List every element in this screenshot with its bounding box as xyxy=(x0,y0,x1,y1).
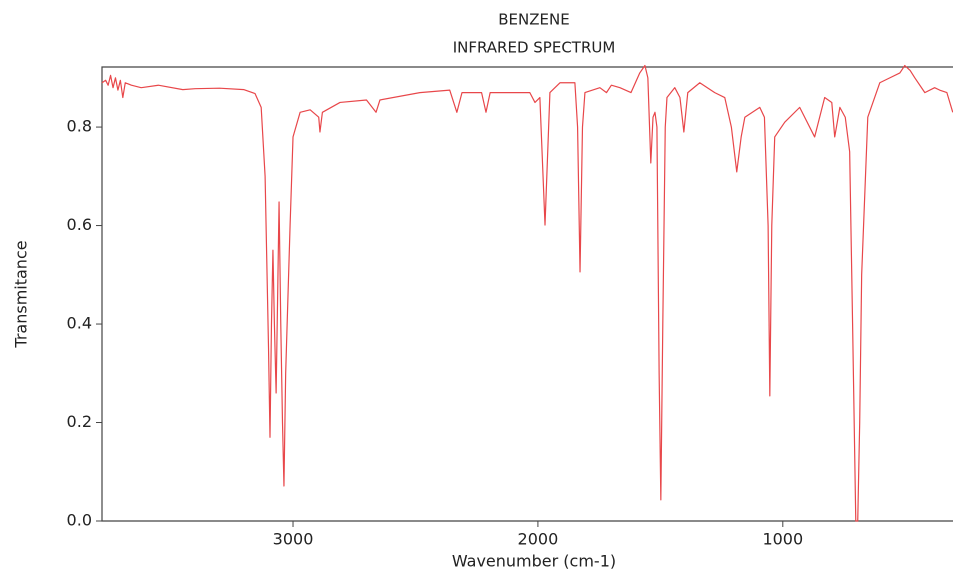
y-tick-label: 0.0 xyxy=(67,511,92,530)
y-tick-label: 0.6 xyxy=(67,215,92,234)
x-tick-label: 1000 xyxy=(762,530,803,549)
y-tick-label: 0.4 xyxy=(67,314,92,333)
x-tick-label: 2000 xyxy=(518,530,559,549)
spectrum-line xyxy=(101,64,953,522)
y-tick-label: 0.8 xyxy=(67,117,92,136)
y-axis-label: Transmitance xyxy=(12,240,31,348)
y-tick-label: 0.2 xyxy=(67,412,92,431)
x-axis-label: Wavenumber (cm-1) xyxy=(452,552,616,571)
chart-subtitle: INFRARED SPECTRUM xyxy=(453,39,616,57)
chart-title: BENZENE xyxy=(498,11,569,29)
x-tick-label: 3000 xyxy=(273,530,314,549)
plot-frame xyxy=(101,66,953,522)
